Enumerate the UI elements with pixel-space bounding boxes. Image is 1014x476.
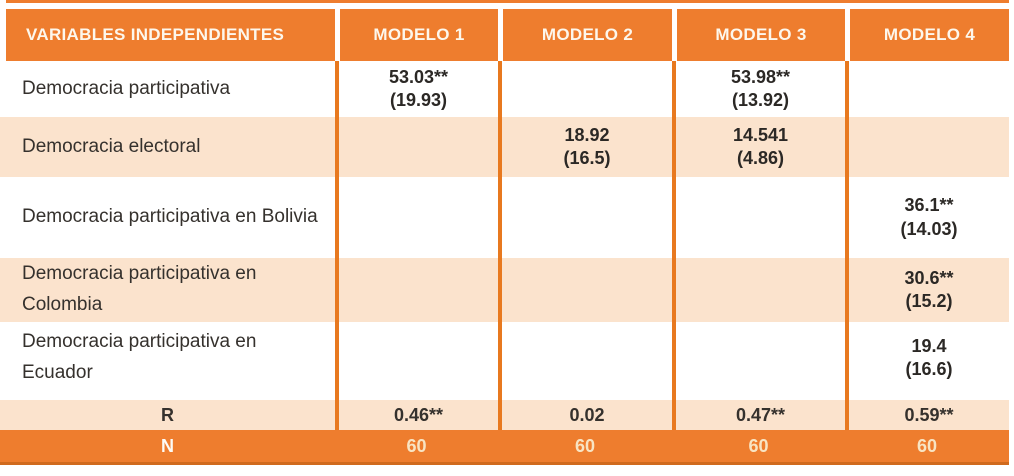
row-label: Democracia participativa — [22, 77, 231, 99]
value-cell-modelo-3 — [672, 258, 845, 322]
table-row-democracia-participativa: Democracia participativa 53.03** (19.93) … — [0, 61, 1009, 117]
value-cell-modelo-2: 18.92 (16.5) — [498, 117, 672, 177]
value-cell-modelo-1 — [335, 258, 498, 322]
regression-results-table: VARIABLES INDEPENDIENTES MODELO 1 MODELO… — [0, 0, 1009, 465]
value-cell-modelo-4: 30.6** (15.2) — [845, 258, 1009, 322]
value-cell-modelo-2 — [498, 322, 672, 394]
value-cell-modelo-3 — [672, 322, 845, 394]
coefficient: 36.1** — [904, 195, 954, 216]
table-row-r-statistic: R 0.46** 0.02 0.47** 0.59** — [0, 400, 1009, 430]
column-header-modelo-1: MODELO 1 — [335, 9, 498, 61]
value-cell-modelo-4 — [845, 61, 1009, 117]
value-cell-modelo-1 — [335, 322, 498, 394]
row-gap — [0, 394, 1009, 400]
table-top-border — [6, 0, 1009, 3]
row-label-n: N — [161, 435, 174, 456]
value-cell-modelo-3 — [672, 177, 845, 258]
coefficient: 53.03** — [388, 66, 449, 87]
table-row-participativa-colombia: Democracia participativa en Colombia 30.… — [0, 258, 1009, 322]
standard-error: (19.93) — [389, 90, 448, 110]
value-cell-modelo-4: 36.1** (14.03) — [845, 177, 1009, 258]
standard-error: (13.92) — [731, 90, 790, 110]
standard-error: (16.6) — [905, 359, 953, 379]
table-bottom-border — [0, 462, 1009, 465]
value-cell-modelo-2 — [498, 61, 672, 117]
column-header-variables: VARIABLES INDEPENDIENTES — [6, 9, 335, 61]
table-row-participativa-bolivia: Democracia participativa en Bolivia 36.1… — [0, 177, 1009, 258]
value-cell-modelo-3: 14.541 (4.86) — [672, 117, 845, 177]
coefficient: 30.6** — [904, 267, 954, 288]
value-cell-modelo-4 — [845, 117, 1009, 177]
value-cell-modelo-3: 53.98** (13.92) — [672, 61, 845, 117]
value-cell-modelo-1: 53.03** (19.93) — [335, 61, 498, 117]
column-header-modelo-4: MODELO 4 — [845, 9, 1009, 61]
coefficient: 14.541 — [732, 124, 789, 145]
r-value-modelo-4: 0.59** — [845, 400, 1009, 430]
row-label: Democracia participativa en Colombia — [22, 263, 257, 315]
n-value-modelo-4: 60 — [916, 435, 938, 456]
r-value-modelo-2: 0.02 — [498, 400, 672, 430]
column-header-modelo-2: MODELO 2 — [498, 9, 672, 61]
standard-error: (16.5) — [563, 148, 611, 168]
standard-error: (14.03) — [900, 218, 958, 239]
top-gap — [0, 3, 1009, 9]
n-value-modelo-3: 60 — [748, 435, 769, 456]
value-cell-modelo-1 — [335, 177, 498, 258]
row-label-r: R — [161, 404, 174, 425]
row-label: Democracia electoral — [22, 135, 201, 157]
value-cell-modelo-4: 19.4 (16.6) — [845, 322, 1009, 394]
table-header-row: VARIABLES INDEPENDIENTES MODELO 1 MODELO… — [6, 9, 1009, 61]
value-cell-modelo-1 — [335, 117, 498, 177]
value-cell-modelo-2 — [498, 177, 672, 258]
table-row-democracia-electoral: Democracia electoral 18.92 (16.5) 14.541 (… — [0, 117, 1009, 177]
coefficient: 53.98** — [730, 66, 791, 87]
coefficient: 19.4 — [911, 335, 947, 356]
row-label: Democracia participativa en Ecuador — [22, 331, 257, 383]
coefficient: 18.92 — [564, 124, 610, 145]
n-value-modelo-2: 60 — [574, 435, 596, 456]
value-cell-modelo-2 — [498, 258, 672, 322]
standard-error: (15.2) — [905, 291, 953, 311]
row-label: Democracia participativa en Bolivia — [22, 206, 318, 228]
r-value-modelo-1: 0.46** — [335, 400, 498, 430]
column-header-modelo-3: MODELO 3 — [672, 9, 845, 61]
r-value-modelo-3: 0.47** — [672, 400, 845, 430]
table-row-participativa-ecuador: Democracia participativa en Ecuador 19.4… — [0, 322, 1009, 394]
n-value-modelo-1: 60 — [406, 435, 427, 456]
table-row-n-observations: N 60 60 60 60 — [0, 430, 1009, 462]
standard-error: (4.86) — [736, 148, 785, 168]
